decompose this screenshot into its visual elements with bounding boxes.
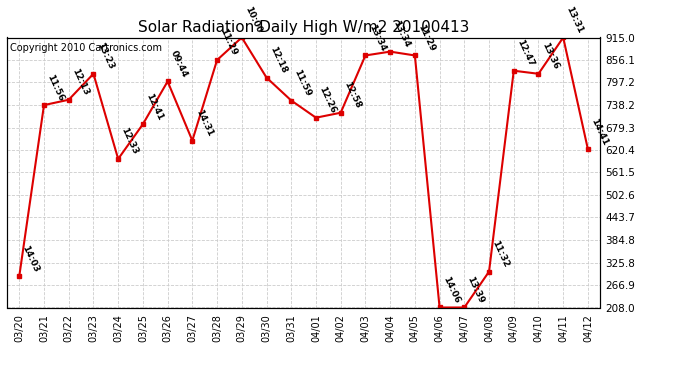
Text: 12:26: 12:26 bbox=[317, 85, 337, 115]
Text: 13:34: 13:34 bbox=[391, 19, 412, 49]
Text: 13:23: 13:23 bbox=[95, 41, 115, 71]
Text: 13:39: 13:39 bbox=[466, 275, 486, 305]
Text: 12:33: 12:33 bbox=[119, 126, 140, 156]
Text: 13:34: 13:34 bbox=[367, 23, 387, 53]
Text: 12:41: 12:41 bbox=[144, 92, 165, 122]
Title: Solar Radiation Daily High W/m2 20100413: Solar Radiation Daily High W/m2 20100413 bbox=[138, 20, 469, 35]
Text: 11:29: 11:29 bbox=[416, 23, 437, 53]
Text: 14:31: 14:31 bbox=[194, 108, 214, 138]
Text: 11:59: 11:59 bbox=[293, 68, 313, 98]
Text: 11:32: 11:32 bbox=[491, 239, 511, 269]
Text: 14:06: 14:06 bbox=[441, 275, 461, 305]
Text: 12:58: 12:58 bbox=[342, 80, 362, 110]
Text: 11:29: 11:29 bbox=[219, 27, 239, 57]
Text: 14:03: 14:03 bbox=[21, 244, 41, 273]
Text: 11:56: 11:56 bbox=[46, 73, 66, 102]
Text: 13:36: 13:36 bbox=[540, 41, 560, 71]
Text: 10:00: 10:00 bbox=[243, 5, 264, 35]
Text: 12:18: 12:18 bbox=[268, 45, 288, 75]
Text: 14:41: 14:41 bbox=[589, 117, 610, 147]
Text: 12:13: 12:13 bbox=[70, 67, 90, 97]
Text: 12:47: 12:47 bbox=[515, 38, 535, 68]
Text: 13:31: 13:31 bbox=[564, 5, 585, 35]
Text: Copyright 2010 Cartronics.com: Copyright 2010 Cartronics.com bbox=[10, 43, 162, 53]
Text: 09:44: 09:44 bbox=[169, 49, 189, 79]
